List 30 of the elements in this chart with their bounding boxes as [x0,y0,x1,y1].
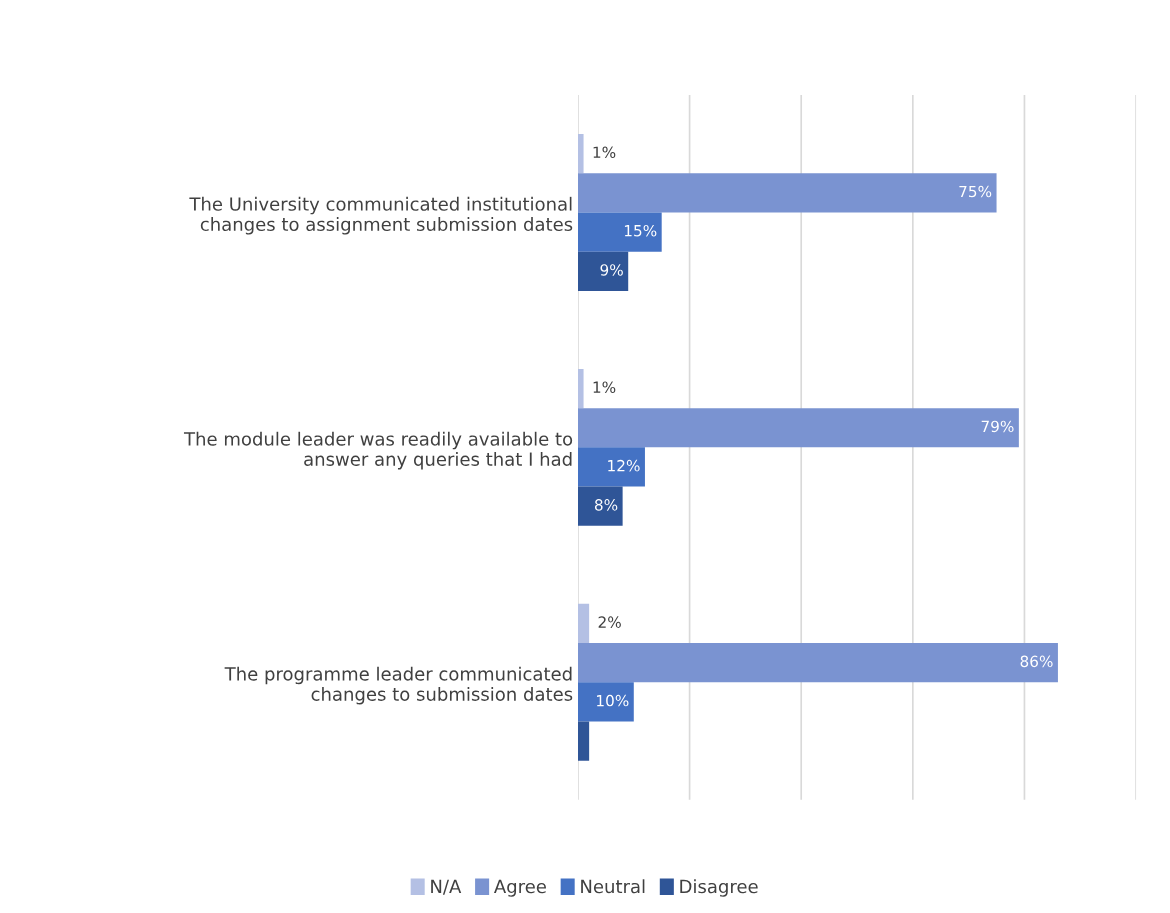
bar [577,721,590,761]
data-label: 8% [594,499,618,511]
bar [577,173,997,213]
data-label: 86% [1020,655,1053,668]
legend-label: Disagree [680,879,758,897]
y-tick-label: The University communicated institutional changes to assignment submission dates [189,196,573,235]
data-label: 79% [981,420,1014,433]
bar [577,408,1019,448]
bar [577,212,662,252]
legend-label: N/A [431,879,462,895]
data-label: 9% [600,264,623,276]
data-label: 1% [593,381,616,393]
data-label: 1% [593,146,616,158]
bar [577,447,645,487]
legend-label: Agree [494,879,546,897]
bar [577,643,1058,683]
bar [577,682,634,722]
bar [577,603,590,644]
data-label: 15% [624,224,657,237]
data-label: 75% [959,185,992,198]
y-tick-label: The module leader was readily available to answer any queries that I had [183,431,573,470]
data-label: 2% [598,616,621,628]
bar [577,368,584,409]
bar [577,133,584,174]
legend-label: Neutral [581,879,645,894]
y-tick-label: The programme leader communicated changes to submission dates [224,666,573,705]
data-label: 12% [608,459,640,472]
data-label: 10% [597,694,629,707]
bar [577,486,623,526]
bar [577,251,629,291]
